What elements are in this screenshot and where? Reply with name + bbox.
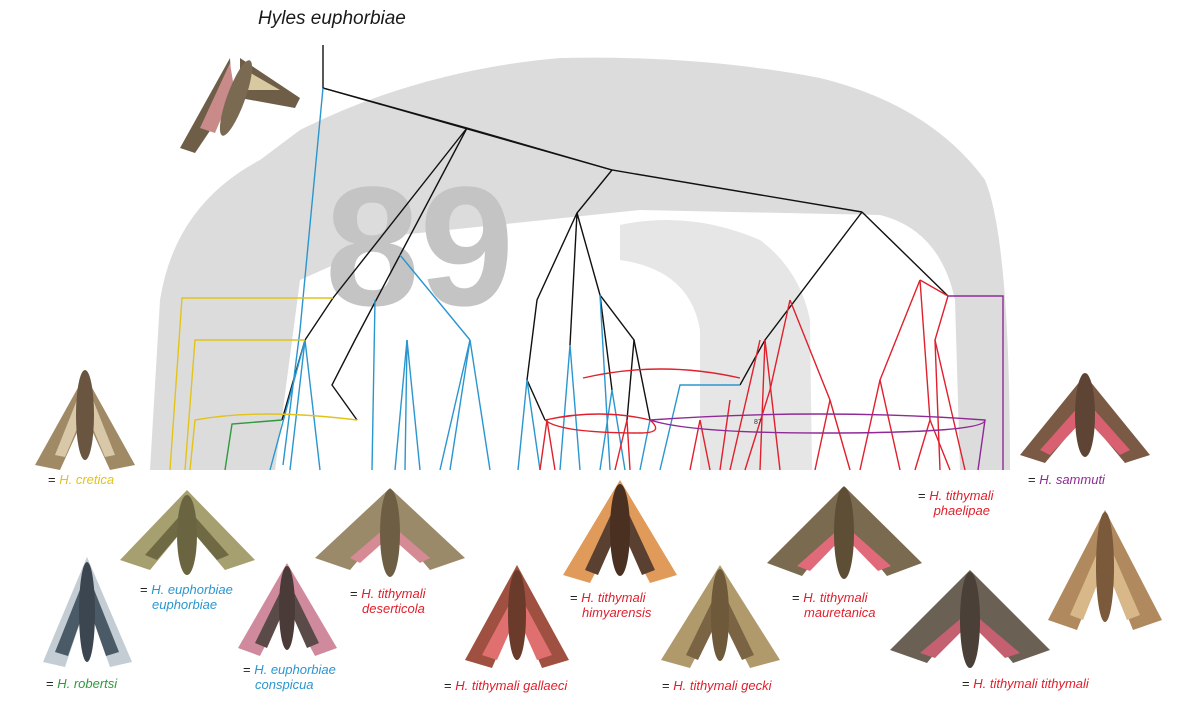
branch-purple-1 (977, 419, 986, 471)
conspicua-moth (238, 563, 337, 656)
branch-black-4 (399, 127, 468, 256)
branch-red-21 (544, 413, 657, 434)
label-sammuti: = H. sammuti (1028, 472, 1105, 487)
branch-blue-11 (439, 339, 471, 471)
branch-blue-0 (282, 87, 324, 466)
branch-blue-1 (399, 254, 471, 341)
branch-red-0 (919, 279, 949, 297)
branch-blue-19 (659, 384, 740, 471)
branch-green-0 (224, 419, 283, 471)
label-gecki: = H. tithymali gecki (662, 678, 772, 693)
gecki-moth (661, 565, 780, 668)
branch-blue-7 (406, 339, 421, 471)
branch-blue-12 (517, 379, 528, 471)
branch-black-3 (331, 254, 401, 421)
branch-blue-15 (569, 344, 581, 471)
branch-purple-0 (948, 295, 1004, 470)
label-tithymali-tithymali: = H. tithymali tithymali (962, 676, 1089, 691)
tithymali-right-moth (1048, 510, 1162, 630)
branch-black-9 (633, 339, 651, 421)
branch-blue-14 (559, 344, 571, 471)
branch-red-5 (744, 299, 791, 471)
branch-black-6 (576, 212, 635, 421)
branch-red-6 (879, 279, 921, 471)
branch-red-12 (729, 339, 761, 471)
branch-blue-3 (289, 339, 306, 471)
branch-black-7 (569, 212, 578, 346)
gallaeci-moth (465, 565, 569, 668)
branch-red-9 (914, 419, 931, 471)
branch-blue-10 (469, 339, 491, 471)
branch-red-11 (934, 339, 941, 471)
branch-red-18 (626, 419, 631, 471)
label-himyarensis: = H. tithymali himyarensis (570, 590, 652, 620)
branch-red-13 (719, 399, 731, 471)
branch-red-4 (814, 399, 831, 471)
branch-blue-4 (304, 339, 321, 471)
branch-red-20 (582, 368, 741, 379)
euphorbiae-euphorbiae-moth (120, 490, 255, 575)
cretica-moth (35, 370, 135, 470)
label-euphorbiae-euphorbiae: = H. euphorbiae euphorbiae (140, 582, 233, 612)
branch-blue-6 (394, 339, 408, 471)
branch-purple-2 (649, 413, 986, 434)
sammuti-moth (1020, 373, 1150, 463)
node-support-label: 87 (754, 419, 762, 426)
euphorbiae-moth-top (180, 58, 300, 153)
branch-blue-8 (404, 339, 408, 471)
branch-blue-5 (269, 339, 306, 471)
branch-blue-17 (599, 389, 613, 471)
label-cretica: = H. cretica (48, 472, 115, 487)
robertsi-moth (43, 557, 132, 667)
branch-red-1 (759, 339, 766, 471)
label-mauretanica: = H. tithymali mauretanica (792, 590, 876, 620)
branch-red-19 (614, 419, 628, 471)
branch-red-16 (546, 419, 556, 471)
branch-blue-16 (599, 294, 611, 471)
branch-blue-13 (526, 379, 541, 471)
branch-yellow-0 (169, 297, 333, 471)
label-conspicua: = H. euphorbiae conspicua (243, 662, 336, 692)
background-number: 89 (325, 152, 514, 342)
mauretanica-moth (767, 486, 922, 579)
root-title: Hyles euphorbiae (258, 8, 406, 29)
branch-red-17 (539, 419, 548, 471)
branch-blue-9 (449, 339, 471, 471)
branch-red-7 (859, 379, 881, 471)
branch-blue-18 (611, 389, 626, 471)
branch-red-8 (919, 279, 951, 471)
label-deserticola: = H. tithymali deserticola (350, 586, 426, 616)
label-phaelipae: = H. tithymali phaelipae (918, 488, 994, 518)
branch-black-0 (322, 45, 863, 213)
branch-red-2 (764, 339, 781, 471)
branch-blue-20 (639, 419, 651, 471)
branch-blue-2 (371, 299, 376, 471)
branch-yellow-2 (189, 413, 358, 471)
label-robertsi: = H. robertsi (46, 676, 118, 691)
branch-black-5 (526, 169, 613, 421)
branch-yellow-1 (184, 339, 305, 471)
tithymali-tithymali-moth (890, 570, 1050, 668)
label-gallaeci: = H. tithymali gallaeci (444, 678, 568, 693)
tree-branches (169, 45, 1004, 471)
deserticola-moth (315, 488, 465, 577)
branch-black-10 (861, 211, 949, 297)
branch-black-8 (599, 294, 613, 391)
himyarensis-moth (563, 480, 677, 583)
